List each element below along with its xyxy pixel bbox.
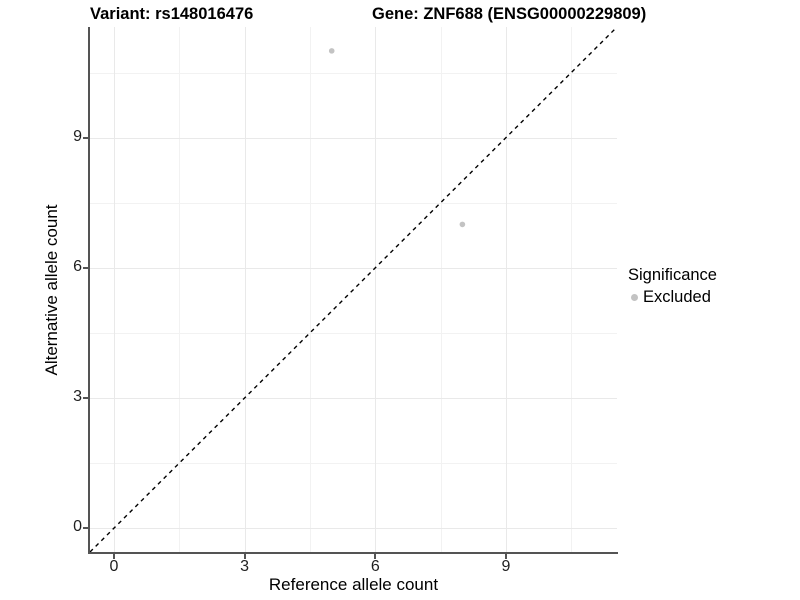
y-tick-label: 9 xyxy=(73,127,82,145)
gridline-minor-y xyxy=(90,72,617,74)
x-axis-title: Reference allele count xyxy=(268,575,439,594)
gridline-major-x xyxy=(244,27,246,552)
y-tick-mark xyxy=(83,396,88,399)
y-tick-mark xyxy=(83,136,88,139)
y-tick-mark xyxy=(83,527,88,530)
legend-items: Excluded xyxy=(628,288,717,307)
gridline-major-y xyxy=(90,397,617,399)
gridline-minor-y xyxy=(90,202,617,204)
y-axis-line xyxy=(88,27,90,554)
legend-title: Significance xyxy=(628,266,717,284)
legend-key-dot-icon xyxy=(631,294,638,301)
gridline-major-x xyxy=(375,27,377,552)
plot-canvas xyxy=(90,27,617,552)
plot-title-gene: Gene: ZNF688 (ENSG00000229809) xyxy=(372,5,647,23)
x-tick-label: 0 xyxy=(109,558,119,575)
gridline-minor-y xyxy=(90,463,617,465)
plot-panel xyxy=(90,27,617,552)
x-tick-label: 6 xyxy=(370,558,380,575)
gridline-major-x xyxy=(505,27,507,552)
y-tick-label: 0 xyxy=(73,518,82,536)
legend-item-label: Excluded xyxy=(643,288,711,306)
y-tick-mark xyxy=(83,266,88,269)
data-point xyxy=(328,48,335,54)
y-tick-label: 6 xyxy=(73,257,82,275)
gridline-major-x xyxy=(113,27,115,552)
gridline-minor-x xyxy=(571,27,573,552)
identity-reference-line xyxy=(90,27,617,552)
x-tick-mark xyxy=(243,554,246,559)
x-tick-mark xyxy=(112,554,115,559)
x-tick-mark xyxy=(504,554,507,559)
x-tick-mark xyxy=(374,554,377,559)
x-tick-label: 9 xyxy=(501,558,511,575)
x-tick-label: 3 xyxy=(240,558,250,575)
gridline-minor-x xyxy=(179,27,181,552)
data-point xyxy=(459,221,466,228)
gridline-minor-x xyxy=(440,27,442,552)
x-axis-line xyxy=(88,552,618,554)
y-tick-label: 3 xyxy=(73,387,82,405)
y-axis-title: Alternative allele count xyxy=(42,204,61,376)
legend: Significance Excluded xyxy=(628,266,717,307)
gridline-minor-x xyxy=(309,27,311,552)
gridline-major-y xyxy=(90,528,617,530)
gridline-minor-y xyxy=(90,332,617,334)
gridline-major-y xyxy=(90,137,617,139)
plot-title-variant: Variant: rs148016476 xyxy=(90,5,254,23)
legend-item: Excluded xyxy=(631,288,717,307)
gridline-major-y xyxy=(90,267,617,269)
